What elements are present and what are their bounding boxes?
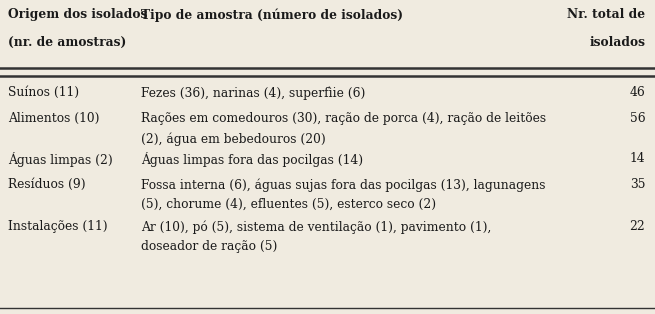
Text: Ar (10), pó (5), sistema de ventilação (1), pavimento (1),: Ar (10), pó (5), sistema de ventilação (… [141,220,491,234]
Text: Instalações (11): Instalações (11) [8,220,107,233]
Text: Alimentos (10): Alimentos (10) [8,112,100,125]
Text: Fezes (36), narinas (4), superfìie (6): Fezes (36), narinas (4), superfìie (6) [141,86,365,100]
Text: Tipo de amostra (número de isolados): Tipo de amostra (número de isolados) [141,8,403,21]
Text: Fossa interna (6), águas sujas fora das pocilgas (13), lagunagens: Fossa interna (6), águas sujas fora das … [141,178,546,192]
Text: 22: 22 [629,220,645,233]
Text: isolados: isolados [590,36,645,49]
Text: Rações em comedouros (30), ração de porca (4), ração de leitões: Rações em comedouros (30), ração de porc… [141,112,546,125]
Text: Origem dos isolados: Origem dos isolados [8,8,147,21]
Text: 46: 46 [629,86,645,99]
Text: Suínos (11): Suínos (11) [8,86,79,99]
Text: (5), chorume (4), efluentes (5), esterco seco (2): (5), chorume (4), efluentes (5), esterco… [141,198,436,211]
Text: doseador de ração (5): doseador de ração (5) [141,240,277,253]
Text: 35: 35 [629,178,645,191]
Text: Resíduos (9): Resíduos (9) [8,178,86,191]
Text: 14: 14 [629,152,645,165]
Text: (nr. de amostras): (nr. de amostras) [8,36,126,49]
Text: 56: 56 [629,112,645,125]
Text: Águas limpas fora das pocilgas (14): Águas limpas fora das pocilgas (14) [141,152,363,167]
Text: Águas limpas (2): Águas limpas (2) [8,152,113,167]
Text: (2), água em bebedouros (20): (2), água em bebedouros (20) [141,132,326,145]
Text: Nr. total de: Nr. total de [567,8,645,21]
